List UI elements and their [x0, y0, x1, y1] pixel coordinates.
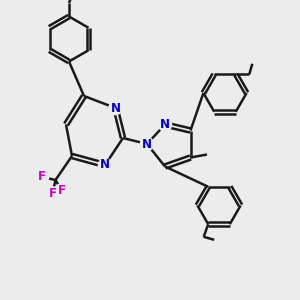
- Text: N: N: [160, 118, 170, 131]
- Text: F: F: [49, 187, 56, 200]
- Circle shape: [55, 184, 68, 197]
- Circle shape: [46, 187, 59, 200]
- Text: N: N: [100, 158, 110, 172]
- Circle shape: [98, 158, 112, 172]
- Text: N: N: [110, 101, 121, 115]
- Text: F: F: [38, 170, 46, 184]
- Circle shape: [35, 170, 49, 184]
- Circle shape: [109, 101, 122, 115]
- Circle shape: [158, 118, 172, 131]
- Text: N: N: [142, 137, 152, 151]
- Text: F: F: [58, 184, 65, 197]
- Circle shape: [140, 137, 154, 151]
